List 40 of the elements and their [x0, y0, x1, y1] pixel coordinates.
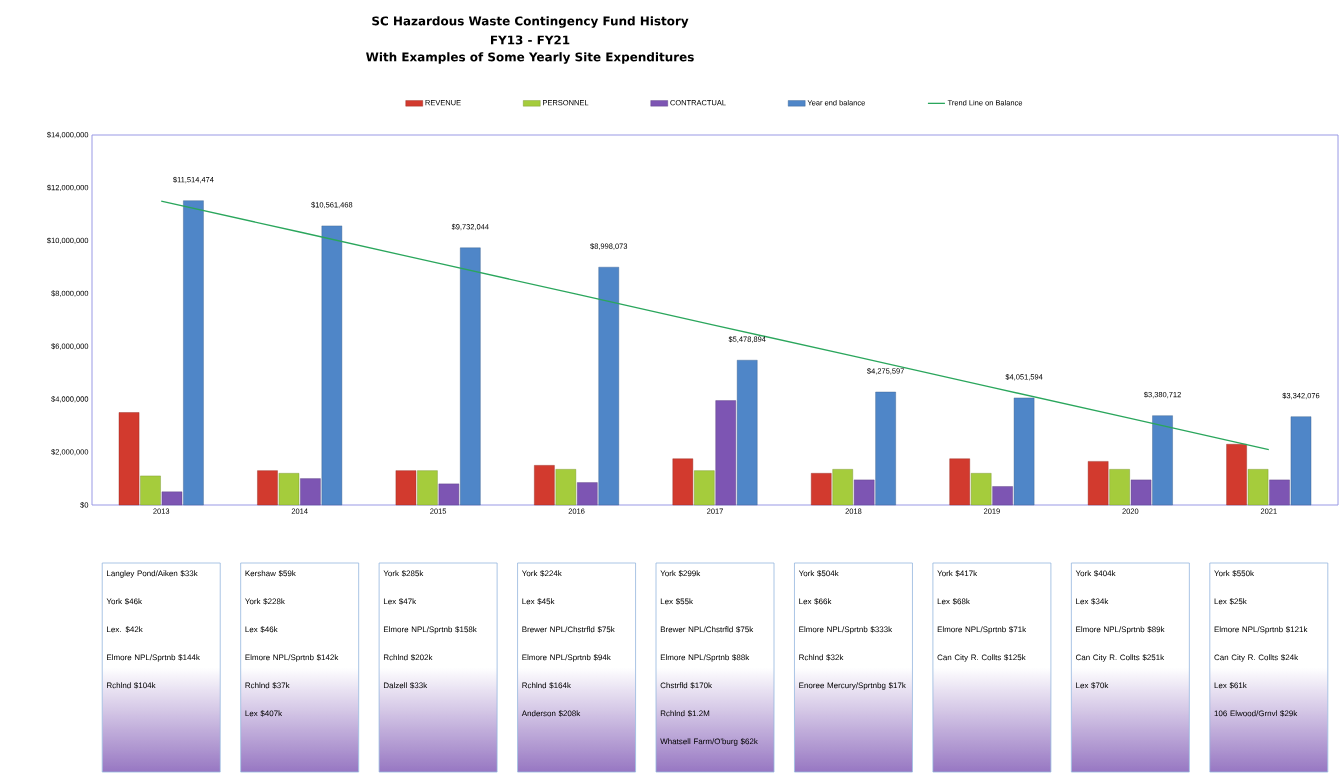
- bar: [598, 267, 619, 506]
- bar: [694, 470, 715, 506]
- bar: [992, 486, 1013, 506]
- chart-subtitle: FY13 - FY21: [491, 35, 570, 45]
- bar: [1109, 469, 1130, 506]
- bar: [1247, 469, 1269, 506]
- line-series: [160, 200, 1270, 451]
- text: With Examples of Some Yearly Site Expenditures: [366, 52, 694, 64]
- bar: [118, 412, 140, 506]
- bar: [1269, 479, 1290, 506]
- bar: [1290, 416, 1312, 506]
- bar: [183, 200, 204, 506]
- bar: [1013, 397, 1035, 506]
- bar: [534, 465, 555, 506]
- bar: [875, 391, 896, 506]
- bar: [278, 473, 300, 506]
- chart-title: SC Hazardous Waste Contingency Fund History: [372, 16, 689, 28]
- bar: [736, 360, 758, 506]
- bar: [1152, 415, 1173, 506]
- bar: [715, 400, 736, 506]
- bar: [555, 469, 577, 506]
- bar: [1130, 479, 1152, 506]
- bar: [395, 470, 417, 506]
- bar: [1226, 444, 1247, 506]
- bar: [832, 469, 853, 506]
- bar: [417, 470, 438, 506]
- bar: [672, 458, 694, 506]
- bar: [438, 483, 460, 506]
- bar: [577, 482, 598, 506]
- bar: [460, 247, 481, 506]
- bar: [140, 475, 161, 506]
- bar: [949, 458, 970, 506]
- bar: [811, 473, 832, 506]
- bar: [161, 491, 183, 506]
- bar: [853, 479, 875, 506]
- bar: [1087, 461, 1109, 506]
- bar: [970, 473, 992, 506]
- bar: [257, 470, 278, 506]
- bar: [300, 478, 321, 506]
- bar: [321, 225, 343, 506]
